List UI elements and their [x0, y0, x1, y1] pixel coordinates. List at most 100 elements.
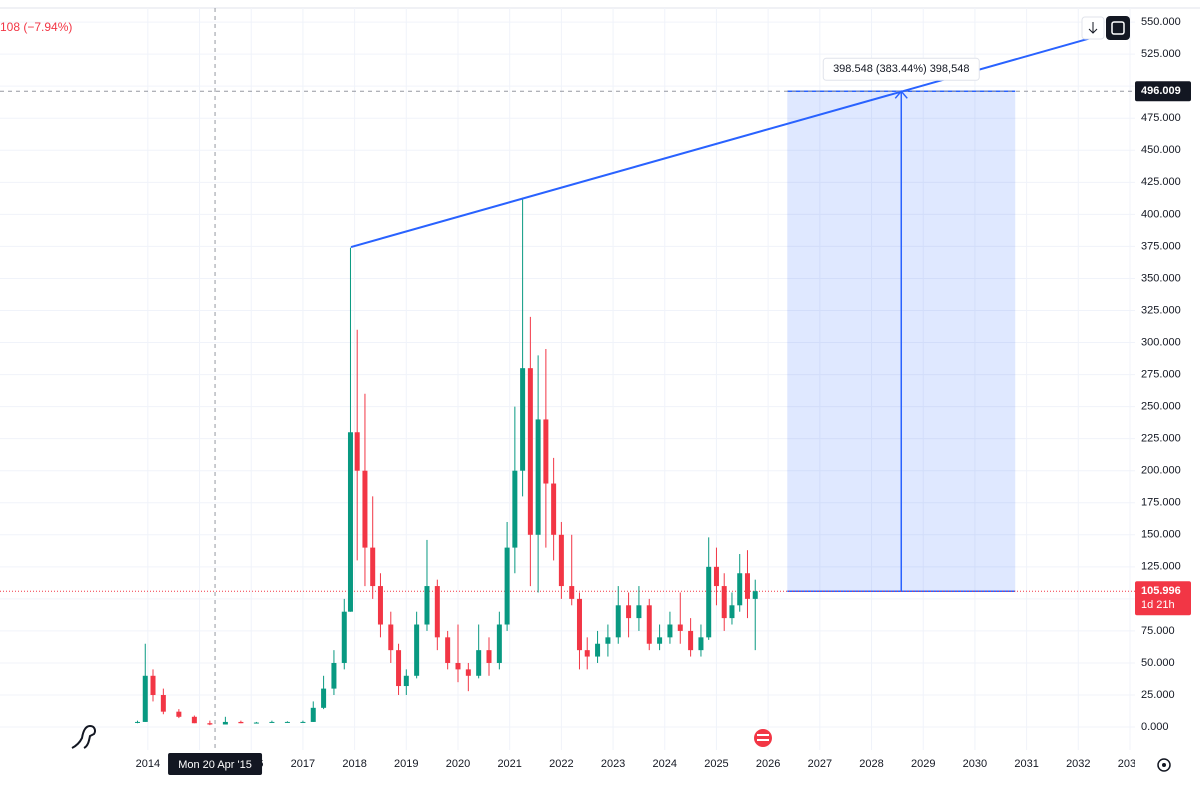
candle-body	[667, 624, 673, 638]
candle-body	[626, 605, 632, 619]
candle-body	[300, 721, 306, 723]
candle-body	[465, 669, 471, 676]
x-tick-label: 2018	[342, 758, 366, 770]
candle-body	[646, 605, 652, 644]
candle-body	[253, 722, 259, 724]
candle-body	[476, 650, 482, 676]
screenshot-button[interactable]	[1106, 16, 1130, 40]
last-price-tag	[1135, 581, 1191, 616]
y-tick-label: 450.000	[1141, 144, 1181, 156]
y-tick-label: 150.000	[1141, 529, 1181, 541]
arrow-icon	[1088, 22, 1098, 34]
candle-body	[713, 566, 719, 587]
crosshair-label-box	[168, 753, 263, 775]
candle-body	[341, 611, 347, 663]
candle-body	[698, 637, 704, 651]
y-tick-label: 225.000	[1141, 433, 1181, 445]
candle-body	[269, 721, 275, 723]
y-tick-label: 250.000	[1141, 401, 1181, 413]
x-tick-label: 2030	[963, 758, 987, 770]
flag-icon	[754, 729, 772, 747]
y-tick-label: 400.000	[1141, 208, 1181, 220]
candle-body	[331, 662, 337, 689]
candle-body	[569, 586, 575, 599]
y-tick-label: 525.000	[1141, 48, 1181, 60]
candle-body	[752, 591, 758, 599]
candle-body	[486, 650, 492, 663]
logo	[71, 724, 96, 749]
x-tick-label: 2023	[601, 758, 625, 770]
candle-body	[403, 675, 409, 687]
candle-body	[520, 368, 526, 471]
candle-body	[721, 586, 727, 619]
candle-body	[543, 419, 549, 484]
candle-body	[377, 586, 383, 625]
x-tick-label: 2029	[911, 758, 935, 770]
y-tick-label: 275.000	[1141, 368, 1181, 380]
countdown-label: 1d 21h	[1141, 599, 1175, 611]
candle-body	[729, 605, 735, 619]
x-tick-label: 2024	[653, 758, 677, 770]
candle-body	[150, 675, 156, 696]
candle-body	[657, 637, 663, 644]
candle-body	[396, 650, 402, 687]
candle-body	[354, 432, 360, 471]
candle-body	[551, 483, 557, 535]
y-tick-label: 300.000	[1141, 336, 1181, 348]
candle-body	[737, 573, 743, 606]
candle-body	[445, 637, 451, 663]
candle-body	[706, 566, 712, 638]
x-tick-label: 2031	[1014, 758, 1038, 770]
candle-body	[455, 662, 461, 670]
candle-body	[512, 470, 518, 548]
x-tick-label: 2026	[756, 758, 780, 770]
x-tick-label: 2027	[808, 758, 832, 770]
candle-body	[362, 470, 368, 548]
x-tick-label: 2028	[859, 758, 883, 770]
candle-body	[142, 675, 148, 722]
candle-body	[688, 630, 694, 651]
candle-body	[595, 643, 601, 657]
y-tick-label: 425.000	[1141, 176, 1181, 188]
candle-body	[347, 432, 353, 612]
toolbar[interactable]	[1081, 16, 1130, 40]
y-tick-label: 125.000	[1141, 561, 1181, 573]
y-tick-label: 375.000	[1141, 240, 1181, 252]
x-tick-label: 2033	[1118, 758, 1142, 770]
x-tick-label: 2022	[549, 758, 573, 770]
candle-body	[370, 547, 376, 587]
measure-label: 398.548 (383.44%) 398,548	[833, 63, 969, 75]
screenshot-icon	[1111, 21, 1125, 35]
candle-body	[527, 368, 533, 535]
x-tick-label: 2032	[1066, 758, 1090, 770]
x-tick-label: 2025	[704, 758, 728, 770]
settings-button[interactable]	[1157, 758, 1171, 772]
candle-body	[222, 721, 228, 725]
candle-body	[636, 605, 642, 619]
candle-body	[558, 534, 564, 587]
candle-body	[576, 598, 582, 651]
x-tick-label: 2020	[446, 758, 470, 770]
candle-body	[135, 721, 141, 723]
last-price-label: 105.996	[1141, 585, 1181, 597]
candle-body	[434, 586, 440, 638]
y-tick-label: 25.000	[1141, 689, 1175, 701]
measure-label-box	[822, 57, 980, 81]
crosshair-label: Mon 20 Apr '15	[178, 759, 252, 771]
candle-body	[321, 688, 327, 708]
x-tick-label: 2021	[497, 758, 521, 770]
candle-body	[615, 605, 621, 638]
candle-body	[310, 707, 316, 722]
x-tick-label: 2019	[394, 758, 418, 770]
candle-body	[238, 721, 244, 724]
candle-body	[414, 624, 420, 676]
candle-body	[424, 586, 430, 625]
y-tick-label: 175.000	[1141, 497, 1181, 509]
y-tick-label: 550.000	[1141, 16, 1181, 28]
candle-body	[677, 624, 683, 631]
y-tick-label: 475.000	[1141, 112, 1181, 124]
header-change: 108 (−7.94%)	[0, 20, 72, 34]
candle-body	[496, 624, 502, 663]
candle-body	[388, 624, 394, 651]
